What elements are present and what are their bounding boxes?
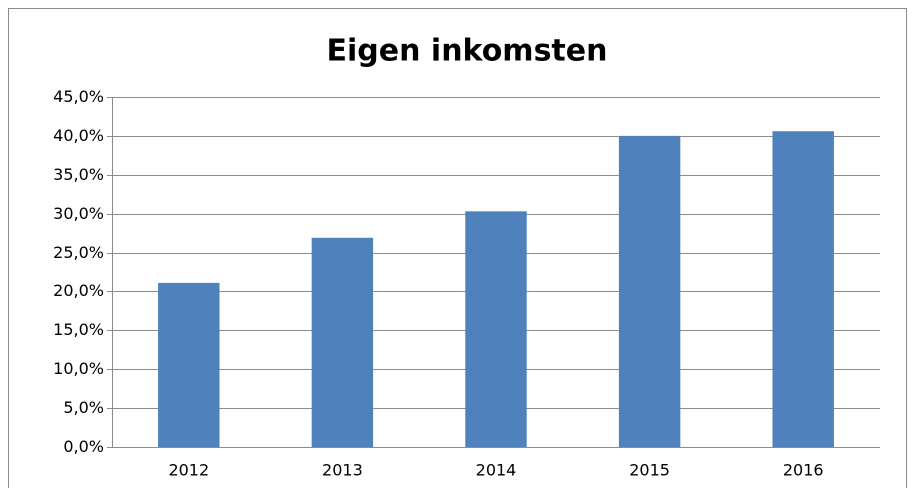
y-tick-label: 5,0% (63, 398, 104, 417)
bar (618, 135, 681, 447)
y-tick-label: 10,0% (53, 359, 104, 378)
chart-title: Eigen inkomsten (327, 34, 608, 69)
x-tick-label: 2015 (629, 461, 670, 480)
y-tick-label: 35,0% (53, 165, 104, 184)
y-tick-label: 40,0% (53, 126, 104, 145)
x-tick-label: 2014 (476, 461, 517, 480)
bar (311, 237, 374, 447)
bar (772, 131, 834, 447)
y-tick-label: 30,0% (53, 204, 104, 223)
x-tick-label: 2013 (322, 461, 363, 480)
y-tick-label: 0,0% (63, 437, 104, 456)
chart-frame (8, 8, 907, 488)
bar (465, 211, 527, 447)
bar (158, 282, 220, 447)
y-tick-label: 20,0% (53, 281, 104, 300)
y-tick-label: 45,0% (53, 87, 104, 106)
x-tick-label: 2012 (168, 461, 209, 480)
y-tick-label: 25,0% (53, 243, 104, 262)
x-tick-label: 2016 (783, 461, 824, 480)
y-tick-label: 15,0% (53, 320, 104, 339)
